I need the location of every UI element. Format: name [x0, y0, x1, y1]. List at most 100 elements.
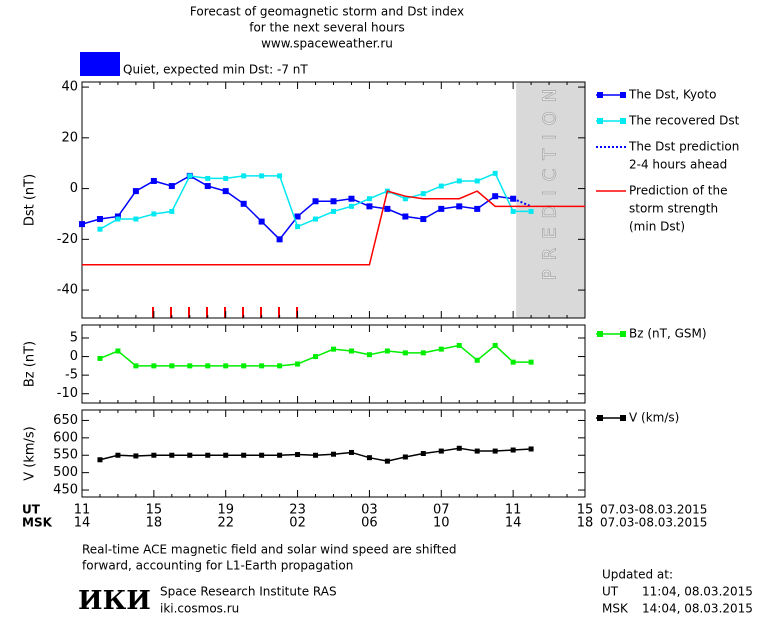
point [277, 452, 283, 458]
x-tick-label: 23 [289, 503, 306, 518]
point [168, 183, 175, 190]
point [528, 446, 534, 452]
point [259, 363, 265, 369]
point [384, 458, 390, 464]
point [133, 363, 139, 369]
point [348, 449, 354, 455]
x-tick-label: 06 [361, 516, 378, 531]
point [222, 188, 229, 195]
status-text: Quiet, expected min Dst: -7 nT [123, 63, 308, 77]
prediction-zone [516, 82, 585, 318]
point [474, 205, 481, 212]
y-tick-label: 550 [53, 448, 78, 463]
point [169, 363, 175, 369]
point [492, 193, 499, 200]
point [259, 173, 265, 179]
title-line: Forecast of geomagnetic storm and Dst in… [190, 5, 464, 19]
point [223, 452, 229, 458]
point [294, 213, 301, 220]
note-line: Real-time ACE magnetic field and solar w… [82, 543, 457, 557]
updated-zone: MSK [602, 602, 629, 616]
point [133, 453, 139, 459]
point [204, 183, 211, 190]
y-axis-title: Dst (nT) [23, 174, 38, 226]
point [366, 196, 372, 202]
legend-label: Prediction of the [629, 184, 728, 198]
date-range: 07.03-08.03.2015 [600, 516, 707, 530]
y-tick-label: -5 [65, 368, 78, 383]
point [438, 346, 444, 352]
point [456, 342, 462, 348]
point [528, 208, 534, 214]
legend-label: The Dst prediction [628, 140, 739, 154]
y-tick-label: 650 [53, 413, 78, 428]
storm-markers [152, 307, 298, 318]
point [277, 173, 283, 179]
y-tick-label: -10 [57, 386, 78, 401]
point [474, 448, 480, 454]
x-tick-label: 14 [74, 516, 91, 531]
point [151, 211, 157, 217]
point [420, 350, 426, 356]
y-tick-label: 40 [61, 80, 78, 95]
point [276, 236, 283, 243]
point [492, 342, 498, 348]
legend-marker [620, 92, 626, 98]
legend-label: (min Dst) [629, 220, 685, 234]
point [348, 195, 355, 202]
point [456, 178, 462, 184]
point [313, 216, 319, 222]
series-line [512, 197, 532, 208]
point [97, 355, 103, 361]
legend-marker [597, 118, 603, 124]
point [384, 348, 390, 354]
point [331, 346, 336, 352]
legend-label: storm strength [629, 202, 718, 216]
y-tick-label: 20 [61, 130, 78, 145]
point [151, 452, 157, 458]
point [510, 359, 516, 365]
point [366, 455, 372, 461]
prediction-label: PREDICTION [540, 80, 561, 280]
point [169, 208, 175, 214]
point [133, 216, 139, 222]
point [348, 348, 354, 354]
point [295, 452, 301, 458]
y-tick-label: 450 [53, 483, 78, 498]
point [510, 447, 516, 453]
point [474, 178, 480, 184]
y-tick-label: -40 [57, 283, 78, 298]
x-tick-label: 11 [505, 503, 522, 518]
x-tick-label: 03 [361, 503, 378, 518]
point [114, 213, 121, 220]
point [150, 177, 157, 184]
legend-marker [620, 118, 626, 124]
legend-label: The Dst, Kyoto [628, 88, 716, 102]
x-tick-label: 15 [146, 503, 163, 518]
point [456, 445, 462, 451]
legend-marker [620, 331, 626, 337]
point [528, 359, 534, 365]
x-tick-label: 18 [146, 516, 163, 531]
point [295, 224, 301, 230]
point [438, 205, 445, 212]
point [331, 451, 336, 457]
point [420, 191, 426, 197]
updated-time: 14:04, 08.03.2015 [642, 602, 753, 616]
legend-label: The recovered Dst [628, 114, 740, 128]
point [259, 452, 265, 458]
point [205, 363, 211, 369]
x-tick-label: 02 [289, 516, 306, 531]
date-range: 07.03-08.03.2015 [600, 503, 707, 517]
y-axis-title: V (km/s) [23, 426, 38, 481]
point [402, 454, 408, 460]
y-tick-label: 0 [70, 181, 78, 196]
point [420, 451, 426, 456]
x-tick-label: 18 [577, 516, 594, 531]
point [187, 173, 193, 179]
point [366, 352, 372, 358]
x-tick-label: 15 [577, 503, 594, 518]
point [402, 350, 408, 356]
